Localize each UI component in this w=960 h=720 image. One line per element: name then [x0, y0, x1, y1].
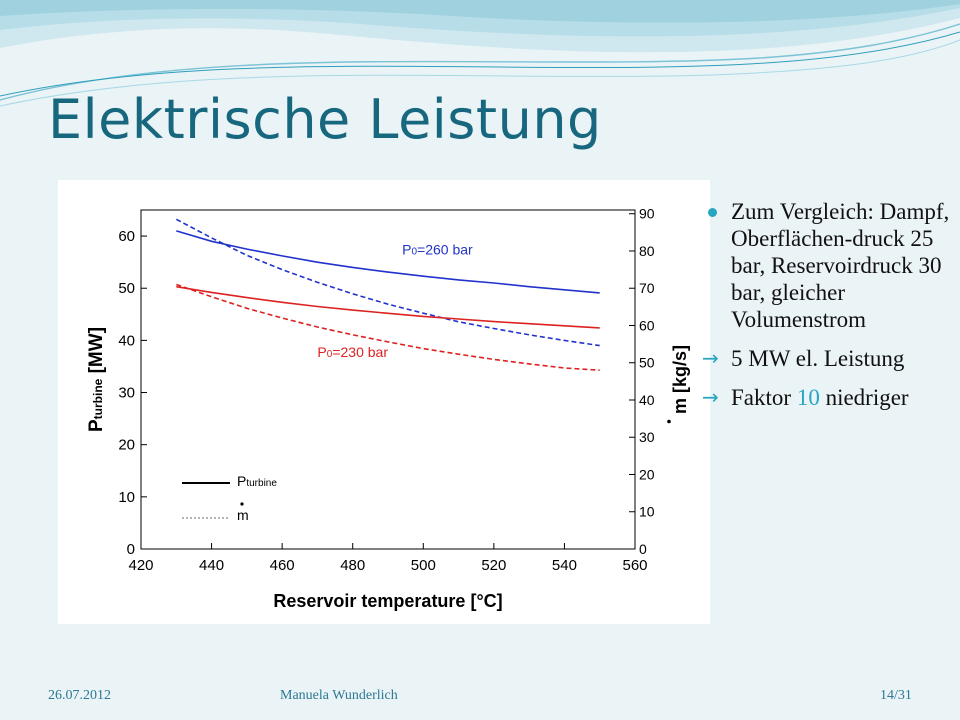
series-line-4: [176, 283, 600, 371]
plot-frame: [140, 209, 636, 550]
y-left-tick-label: 60: [118, 228, 135, 245]
y-left-tick-label: 10: [118, 489, 135, 506]
x-tick-label: 520: [481, 557, 506, 574]
x-tick-label: 540: [552, 557, 577, 574]
x-tick-label: 420: [128, 557, 153, 574]
y-left-axis-label: Pturbine [MW]: [86, 327, 107, 432]
y-right-tick-label: 50: [639, 355, 655, 371]
footer-date: 26.07.2012: [48, 688, 111, 703]
bullet-text: Faktor: [731, 385, 797, 410]
x-tick-label: 440: [199, 557, 224, 574]
legend-label-turbine: Pturbine: [237, 473, 277, 489]
bullet-comparison: Zum Vergleich: Dampf, Oberflächen-druck …: [708, 198, 954, 333]
y-right-tick-label: 40: [639, 392, 655, 408]
bullet-text: 5 MW el. Leistung: [731, 346, 905, 371]
x-tick-label: 460: [270, 557, 295, 574]
series-line-3: [176, 285, 600, 329]
y-right-tick-label: 70: [639, 280, 655, 296]
y-left-tick-label: 50: [118, 280, 135, 297]
footer-author: Manuela Wunderlich: [280, 688, 398, 703]
y-right-tick-label: 80: [639, 243, 655, 259]
y-right-tick-label: 30: [639, 429, 655, 445]
y-left-tick-label: 0: [127, 541, 135, 558]
y-right-tick-label: 60: [639, 317, 655, 333]
series-annotation-2: P0=230 bar: [317, 344, 388, 360]
y-left-tick-label: 40: [118, 332, 135, 349]
bullet-text: niedriger: [819, 385, 909, 410]
y-right-tick-label: 10: [639, 504, 655, 520]
m-dot-icon: [667, 419, 671, 424]
bullet-power: → 5 MW el. Leistung: [702, 345, 954, 372]
y-right-tick-label: 0: [639, 541, 647, 557]
legend-label-massflow: m: [237, 507, 249, 523]
footer-page-number: 14/31: [880, 688, 912, 703]
chart-panel: 420 440 460 480 500 520 540 560 0 10 20 30 40 50 60 0 10…: [58, 180, 710, 624]
arrow-icon: →: [702, 346, 719, 370]
bullet-factor: → Faktor 10 niedriger: [702, 384, 954, 411]
y-right-tick-label: 90: [639, 206, 655, 222]
bullet-list: Zum Vergleich: Dampf, Oberflächen-druck …: [702, 198, 954, 423]
x-tick-label: 480: [340, 557, 365, 574]
bullet-highlight: 10: [796, 385, 820, 410]
m-dot-icon: [240, 502, 244, 506]
y-left-tick-label: 30: [118, 385, 135, 402]
slide-title: Elektrische Leistung: [48, 88, 602, 151]
series-line-2: [175, 218, 600, 347]
temperature-power-chart: 420 440 460 480 500 520 540 5600102030405060010…: [86, 206, 690, 611]
arrow-icon: →: [702, 385, 719, 409]
series-line-1: [176, 230, 600, 294]
x-axis-label: Reservoir temperature [°C]: [273, 591, 502, 611]
x-tick-label: 500: [411, 557, 436, 574]
y-left-tick-label: 20: [118, 437, 135, 454]
y-right-tick-label: 20: [639, 466, 655, 482]
x-tick-label: 560: [622, 557, 647, 574]
background-waves: [0, 0, 960, 107]
bullet-text: Zum Vergleich: Dampf, Oberflächen-druck …: [731, 199, 950, 332]
series-annotation-1: P0=260 bar: [402, 241, 473, 257]
y-right-axis-label: m [kg/s]: [670, 345, 690, 414]
